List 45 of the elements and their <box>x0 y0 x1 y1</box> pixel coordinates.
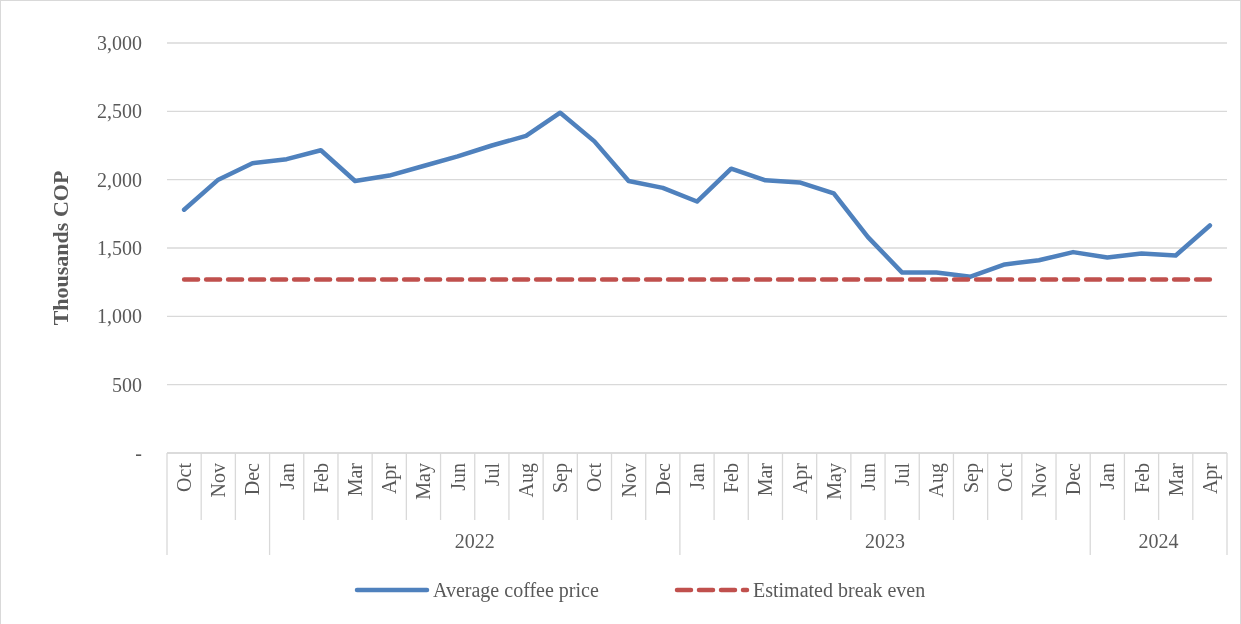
y-tick-label: 3,000 <box>97 32 142 54</box>
x-tick-label: Apr <box>788 462 812 495</box>
y-tick-label: 1,000 <box>97 305 142 328</box>
x-tick-label: Jan <box>275 463 298 490</box>
x-tick-label: Aug <box>925 463 949 498</box>
x-tick-label: May <box>412 463 436 500</box>
x-tick-label: Oct <box>173 462 196 492</box>
x-tick-label: Nov <box>1027 463 1050 498</box>
x-tick-label: Apr <box>378 462 402 495</box>
x-tick-label: Dec <box>241 462 264 496</box>
x-tick-label: Feb <box>1130 463 1153 493</box>
x-tick-label: Dec <box>651 462 674 496</box>
line-series <box>181 110 1213 279</box>
x-tick-label: Mar <box>1164 462 1187 497</box>
y-tick-label: 2,500 <box>97 100 142 123</box>
x-tick-label: Jan <box>1096 463 1119 490</box>
x-tick-label: Jun <box>856 463 879 491</box>
x-tick-label: Dec <box>1062 462 1085 496</box>
x-tick-label: Jan <box>686 463 708 490</box>
x-tick-label: Sep <box>959 463 983 493</box>
x-tick-label: Mar <box>344 462 367 497</box>
x-tick-label: Apr <box>1198 462 1222 495</box>
x-tick-label: Oct <box>993 462 1016 492</box>
x-tick-label: Nov <box>207 463 230 498</box>
legend-label: Estimated break even <box>753 579 926 601</box>
x-tick-label: Jul <box>891 462 914 487</box>
y-tick-label: - <box>135 442 142 464</box>
x-tick-label: Sep <box>549 463 573 493</box>
legend-label: Average coffee price <box>433 579 599 602</box>
x-tick-label: Nov <box>617 463 640 498</box>
text: 2022 <box>454 530 495 552</box>
x-tick-label: Feb <box>309 463 332 493</box>
x-tick-label: Jun <box>446 463 469 491</box>
x-tick-label: Feb <box>720 463 743 493</box>
text: 2024 <box>1138 530 1179 552</box>
y-tick-label: 2,000 <box>97 168 142 191</box>
y-axis-title: Thousands COP <box>48 170 73 326</box>
y-tick-label: 500 <box>112 373 142 396</box>
x-tick-label: Aug <box>515 463 539 498</box>
x-tick-label: May <box>822 463 846 500</box>
x-tick-label: Oct <box>583 462 606 492</box>
x-tick-label: Jul <box>480 462 503 487</box>
text: 2023 <box>865 530 906 552</box>
y-tick-label: 1,500 <box>97 237 142 259</box>
x-tick-label: Mar <box>754 462 777 497</box>
